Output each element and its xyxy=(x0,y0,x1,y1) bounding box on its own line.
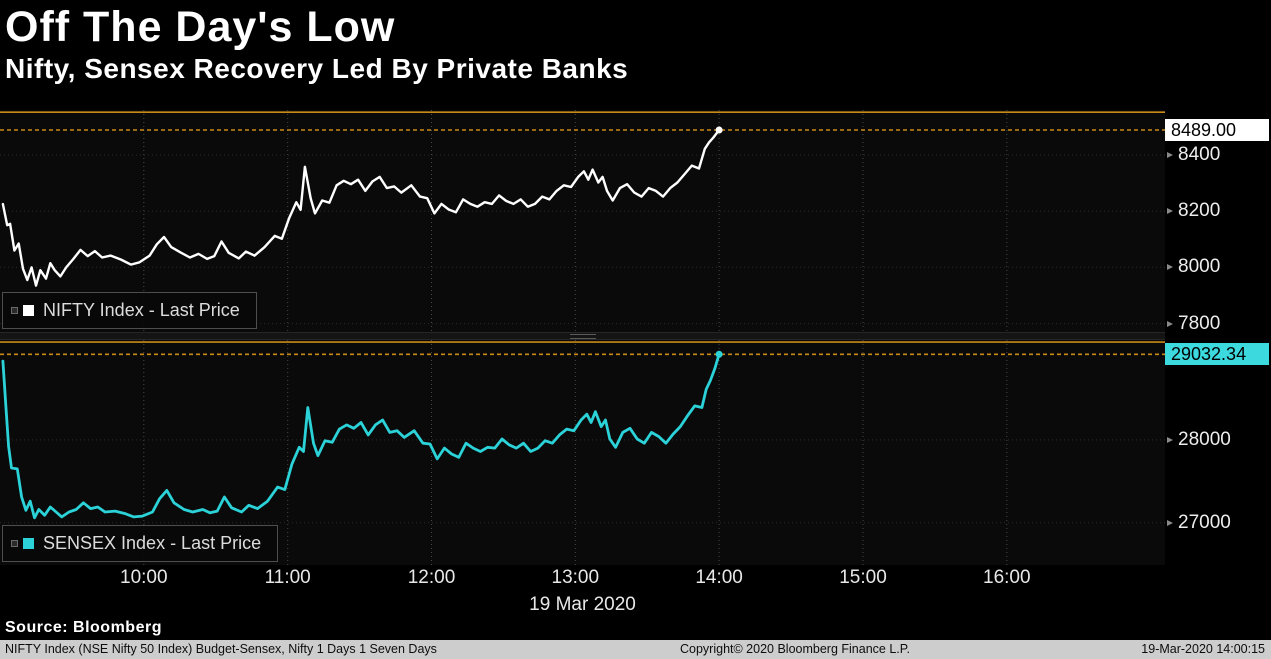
y-axis-tick-label: 28000 xyxy=(1167,428,1231,450)
bottom-bar-left: NIFTY Index (NSE Nifty 50 Index) Budget-… xyxy=(5,642,437,656)
source-label: Source: Bloomberg xyxy=(5,619,162,636)
sensex-panel[interactable]: SENSEX Index - Last Price xyxy=(0,340,1165,565)
sensex-last-price-badge: 29032.34 xyxy=(1165,343,1269,366)
sensex-legend[interactable]: SENSEX Index - Last Price xyxy=(2,525,279,562)
legend-checkbox-icon xyxy=(11,540,18,547)
bottom-bar-timestamp: 19-Mar-2020 14:00:15 xyxy=(1141,642,1265,656)
x-axis-tick-label: 10:00 xyxy=(120,567,168,588)
nifty-swatch-icon xyxy=(23,305,34,316)
plot-region: NIFTY Index - Last Price SENSEX Index - … xyxy=(0,110,1165,565)
sensex-legend-label: SENSEX Index - Last Price xyxy=(43,533,262,553)
panel-divider[interactable] xyxy=(0,332,1165,340)
x-axis-date: 19 Mar 2020 xyxy=(529,594,636,615)
sensex-chart-svg[interactable] xyxy=(0,340,1165,565)
x-axis-tick-label: 14:00 xyxy=(695,567,743,588)
chart-header: Off The Day's Low Nifty, Sensex Recovery… xyxy=(0,0,1271,110)
x-axis-tick-label: 13:00 xyxy=(551,567,600,588)
nifty-legend[interactable]: NIFTY Index - Last Price xyxy=(2,292,257,329)
chart-title: Off The Day's Low xyxy=(5,3,396,51)
chart-area: NIFTY Index - Last Price SENSEX Index - … xyxy=(0,110,1271,565)
y-axis-tick-label: 7800 xyxy=(1166,312,1221,334)
sensex-swatch-icon xyxy=(23,538,34,549)
x-axis-tick-label: 15:00 xyxy=(839,567,887,588)
y-axis-tick-label: 8400 xyxy=(1166,143,1221,165)
legend-checkbox-icon xyxy=(11,307,18,314)
chart-subtitle: Nifty, Sensex Recovery Led By Private Ba… xyxy=(5,53,629,85)
y-axis-tick-label: 27000 xyxy=(1167,511,1231,533)
x-axis-tick-label: 11:00 xyxy=(264,567,311,588)
source-row: Source: Bloomberg xyxy=(5,619,162,637)
x-axis: 19 Mar 2020 10:00 11:00 12:00 13:00 14:00 15:… xyxy=(0,565,1165,618)
x-axis-tick-label: 16:00 xyxy=(983,567,1031,588)
nifty-chart-svg[interactable] xyxy=(0,110,1165,332)
nifty-panel[interactable]: NIFTY Index - Last Price xyxy=(0,110,1165,332)
bottom-bar-copyright: Copyright© 2020 Bloomberg Finance L.P. xyxy=(680,642,910,656)
x-axis-tick-label: 12:00 xyxy=(407,567,456,588)
y-axis-strip: 8400 8200 8000 7800 8489.00 28000 27000 29032.3… xyxy=(1165,110,1271,565)
y-axis-tick-label: 8200 xyxy=(1166,200,1221,222)
y-axis-tick-label: 8000 xyxy=(1166,256,1221,278)
divider-grip-icon xyxy=(569,334,596,339)
nifty-last-price-badge: 8489.00 xyxy=(1165,118,1269,141)
nifty-legend-label: NIFTY Index - Last Price xyxy=(43,300,240,320)
bottom-bar: NIFTY Index (NSE Nifty 50 Index) Budget-… xyxy=(0,640,1271,659)
